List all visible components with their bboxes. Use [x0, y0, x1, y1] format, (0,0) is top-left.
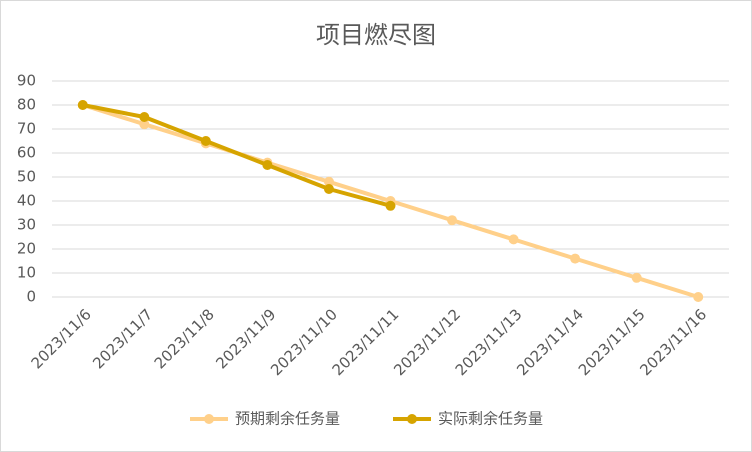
point — [693, 292, 704, 302]
y-tick-label: 70 — [17, 120, 36, 138]
point — [385, 200, 396, 211]
y-tick-label: 30 — [17, 216, 36, 234]
y-tick-label: 20 — [17, 240, 36, 258]
legend-marker — [407, 414, 417, 424]
point — [508, 234, 519, 245]
legend-label: 预期剩余任务量 — [235, 410, 340, 428]
point — [447, 215, 458, 226]
y-tick-label: 40 — [17, 192, 36, 210]
legend-marker — [204, 414, 214, 424]
y-tick-label: 0 — [26, 288, 36, 306]
point — [323, 184, 334, 194]
point — [200, 136, 211, 146]
point — [139, 112, 150, 122]
point — [570, 253, 581, 264]
y-tick-label: 60 — [17, 144, 36, 162]
series-line — [82, 103, 392, 208]
y-tick-label: 10 — [17, 264, 36, 282]
point — [139, 119, 150, 130]
point — [323, 176, 334, 187]
point — [77, 100, 88, 110]
chart-title: 项目燃尽图 — [316, 21, 436, 49]
legend-label: 实际剩余任务量 — [438, 410, 543, 428]
y-tick-label: 80 — [17, 96, 36, 114]
point — [631, 272, 642, 283]
y-tick-label: 90 — [17, 72, 36, 90]
point — [262, 160, 273, 170]
y-tick-label: 50 — [17, 168, 36, 186]
